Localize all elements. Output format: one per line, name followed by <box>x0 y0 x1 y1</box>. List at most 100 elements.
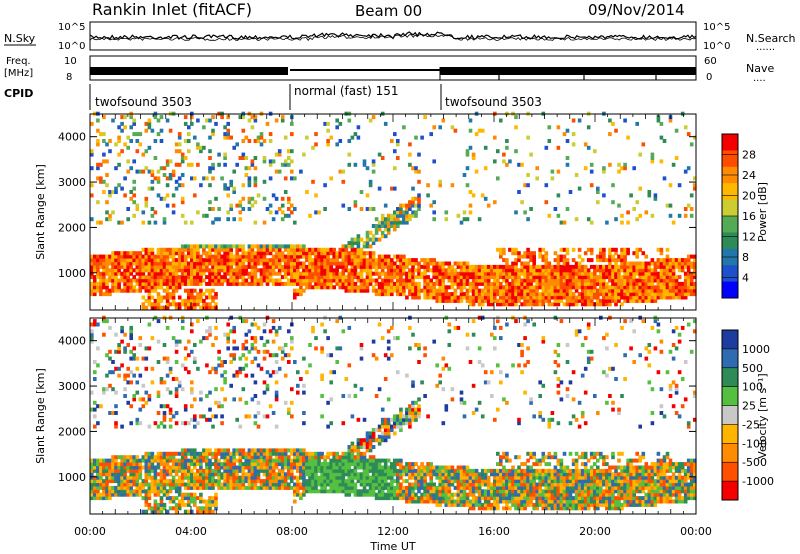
heatmap-cell <box>208 472 212 477</box>
heatmap-cell <box>126 135 130 140</box>
heatmap-cell <box>150 186 155 191</box>
heatmap-cell <box>599 268 603 273</box>
heatmap-cell <box>338 468 343 473</box>
heatmap-cell <box>668 183 673 188</box>
heatmap-cell <box>229 207 233 211</box>
heatmap-cell <box>629 261 633 266</box>
heatmap-cell <box>602 258 606 263</box>
heatmap-cell <box>211 207 215 211</box>
heatmap-cell <box>159 285 164 290</box>
heatmap-cell <box>177 135 182 140</box>
heatmap-cell <box>511 285 515 290</box>
heatmap-cell <box>529 298 533 303</box>
heatmap-cell <box>341 468 346 473</box>
heatmap-cell <box>341 254 346 259</box>
heatmap-cell <box>553 298 558 303</box>
heatmap-cell <box>159 475 164 480</box>
heatmap-cell <box>144 166 149 171</box>
heatmap-cell <box>671 275 676 280</box>
heatmap-cell <box>190 264 194 269</box>
heatmap-cell <box>253 271 258 276</box>
heatmap-cell <box>283 176 288 181</box>
heatmap-cell <box>614 275 618 280</box>
heatmap-cell <box>250 451 255 456</box>
heatmap-cell <box>217 258 221 263</box>
heatmap-cell <box>420 275 424 280</box>
heatmap-cell <box>244 135 249 140</box>
heatmap-cell <box>435 298 439 303</box>
heatmap-cell <box>174 387 179 392</box>
heatmap-cell <box>302 278 306 283</box>
heatmap-cell <box>132 132 136 137</box>
heatmap-cell <box>368 254 373 259</box>
heatmap-cell <box>226 186 230 191</box>
heatmap-cell <box>187 292 191 297</box>
heatmap-cell <box>208 244 212 249</box>
heatmap-cell <box>320 489 324 494</box>
heatmap-cell <box>665 268 670 273</box>
heatmap-cell <box>638 268 642 273</box>
heatmap-cell <box>256 268 261 273</box>
heatmap-cell <box>141 261 146 266</box>
heatmap-cell <box>335 451 339 456</box>
heatmap-cell <box>147 125 152 130</box>
heatmap-cell <box>353 251 358 256</box>
heatmap-cell <box>583 271 588 276</box>
heatmap-cell <box>505 298 509 303</box>
heatmap-cell <box>453 292 458 297</box>
heatmap-cell <box>232 451 236 456</box>
heatmap-cell <box>229 251 233 256</box>
heatmap-cell <box>347 475 352 480</box>
heatmap-cell <box>623 268 627 273</box>
heatmap-cell <box>380 438 385 443</box>
heatmap-cell <box>120 149 124 154</box>
heatmap-cell <box>426 278 430 283</box>
heatmap-cell <box>356 492 361 497</box>
heatmap-cell <box>402 285 406 290</box>
heatmap-cell <box>190 475 194 480</box>
heatmap-cell <box>617 278 621 283</box>
heatmap-cell <box>108 462 112 467</box>
heatmap-cell <box>129 421 133 426</box>
heatmap-cell <box>544 183 549 188</box>
heatmap-cell <box>359 455 364 460</box>
heatmap-cell <box>693 268 697 273</box>
heatmap-cell <box>199 149 203 154</box>
heatmap-cell <box>435 275 439 280</box>
heatmap-cell <box>526 135 530 140</box>
heatmap-cell <box>396 139 400 143</box>
heatmap-cell <box>153 492 158 497</box>
heatmap-cell <box>329 421 333 426</box>
heatmap-cell <box>662 295 667 300</box>
heatmap-cell <box>132 472 136 477</box>
heatmap-cell <box>205 213 209 218</box>
heatmap-cell <box>377 468 382 473</box>
nave-tick-low: 0 <box>706 72 712 83</box>
heatmap-cell <box>350 445 355 449</box>
heatmap-cell <box>147 295 152 300</box>
heatmap-cell <box>347 244 352 249</box>
heatmap-cell <box>277 468 282 473</box>
heatmap-cell <box>144 472 149 477</box>
heatmap-cell <box>580 268 585 273</box>
heatmap-cell <box>441 118 446 123</box>
heatmap-cell <box>553 285 558 290</box>
heatmap-cell <box>411 186 415 191</box>
heatmap-cell <box>268 210 273 215</box>
heatmap-cell <box>641 285 646 290</box>
heatmap-cell <box>611 258 615 263</box>
heatmap-cell <box>335 275 339 280</box>
heatmap-cell <box>556 264 561 269</box>
heatmap-cell <box>259 468 264 473</box>
heatmap-cell <box>283 475 288 480</box>
heatmap-cell <box>299 468 303 473</box>
heatmap-cell <box>211 166 215 171</box>
heatmap-cell <box>262 462 267 467</box>
heatmap-cell <box>90 407 94 412</box>
heatmap-cell <box>202 475 206 480</box>
heatmap-cell <box>314 455 318 460</box>
heatmap-cell <box>241 448 246 453</box>
heatmap-cell <box>347 394 352 398</box>
heatmap-cell <box>217 217 221 222</box>
heatmap-cell <box>438 125 442 130</box>
